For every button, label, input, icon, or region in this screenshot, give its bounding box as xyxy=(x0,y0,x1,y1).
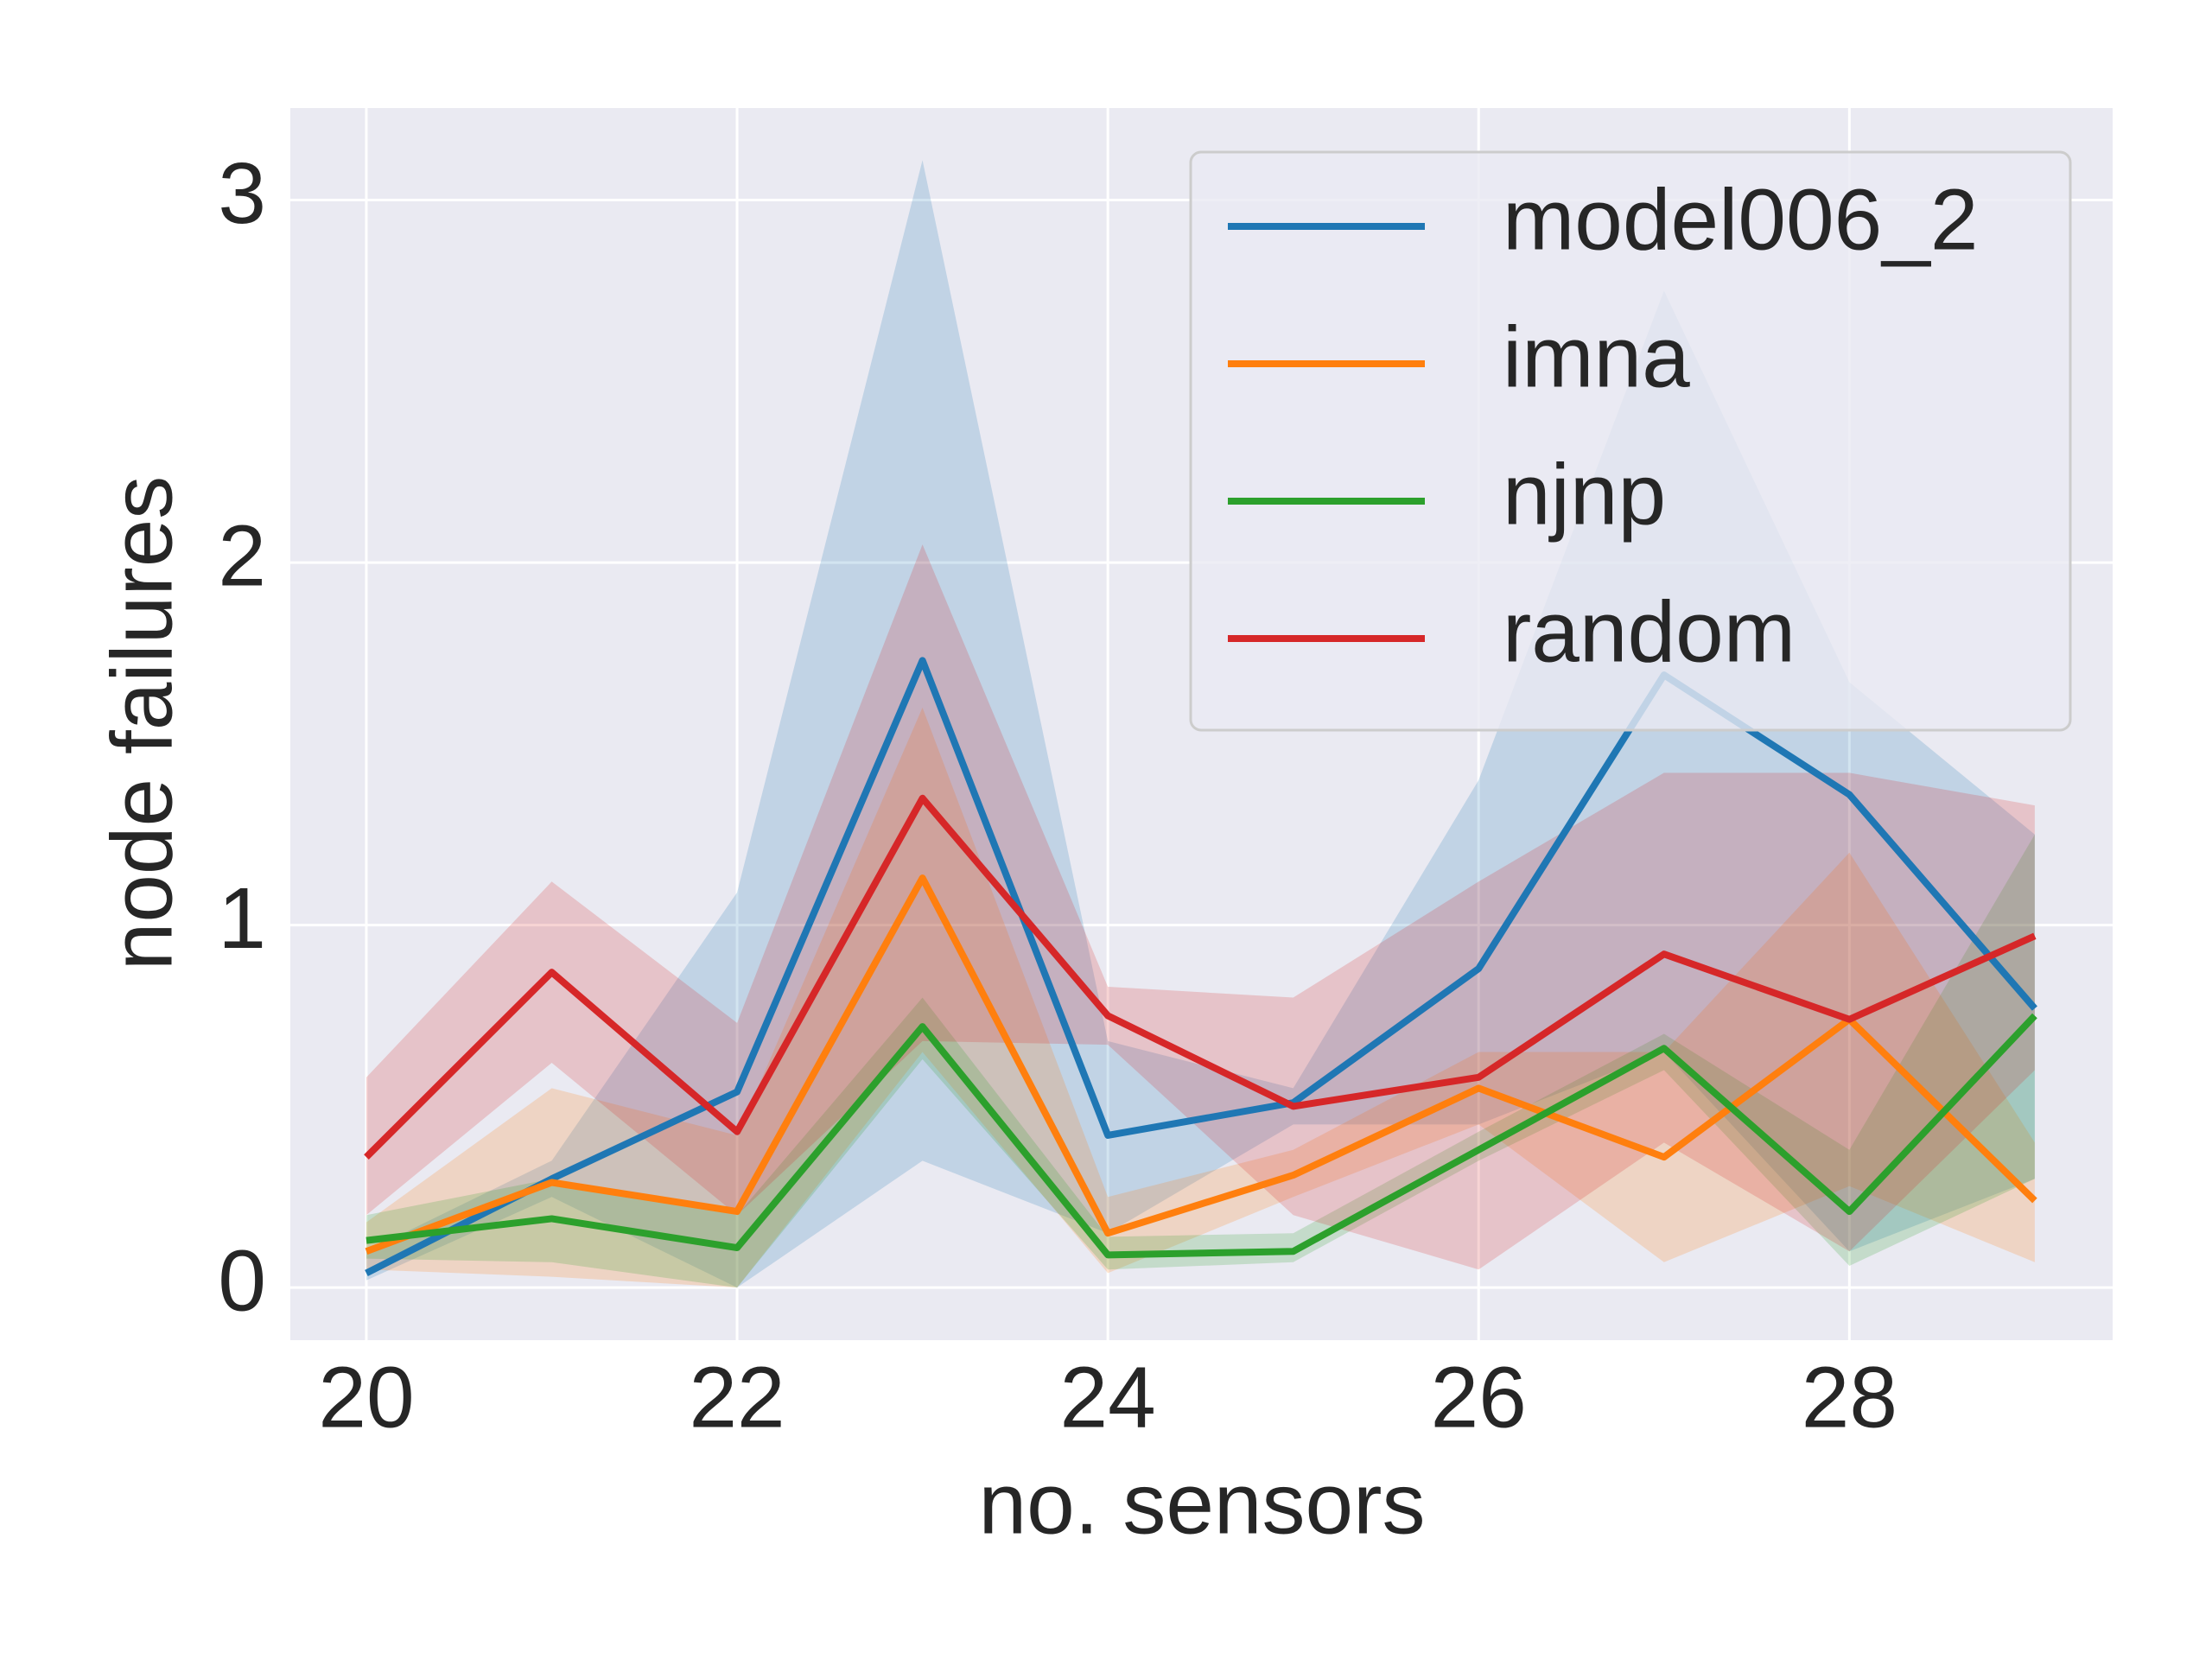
series-line xyxy=(364,794,2037,1160)
x-axis-label: no. sensors xyxy=(979,1455,1426,1552)
lines xyxy=(364,657,2037,1276)
y-axis-label: node failures xyxy=(93,476,190,971)
y-tick-label: 2 xyxy=(218,508,266,605)
y-tick-label: 1 xyxy=(218,870,266,967)
series-line xyxy=(365,1013,2037,1259)
legend-label: njnp xyxy=(1503,446,1666,543)
series-line xyxy=(365,874,2037,1255)
confidence-band xyxy=(365,834,2035,1288)
legend-box xyxy=(1189,150,2072,732)
confidence-band xyxy=(365,544,2035,1270)
legend-label: random xyxy=(1503,583,1796,680)
x-tick-label: 24 xyxy=(1060,1349,1156,1446)
x-tick-label: 20 xyxy=(318,1349,414,1446)
x-tick-label: 22 xyxy=(689,1349,785,1446)
y-tick-label: 0 xyxy=(218,1233,266,1330)
legend-label: model006_2 xyxy=(1503,171,1978,268)
y-tick-label: 3 xyxy=(218,145,266,242)
x-tick-label: 28 xyxy=(1802,1349,1897,1446)
ticks: 20 22 24 26 28 0 1 2 3 xyxy=(218,145,1897,1446)
series-line xyxy=(365,657,2037,1276)
x-tick-label: 26 xyxy=(1431,1349,1527,1446)
legend-label: imna xyxy=(1503,308,1690,405)
